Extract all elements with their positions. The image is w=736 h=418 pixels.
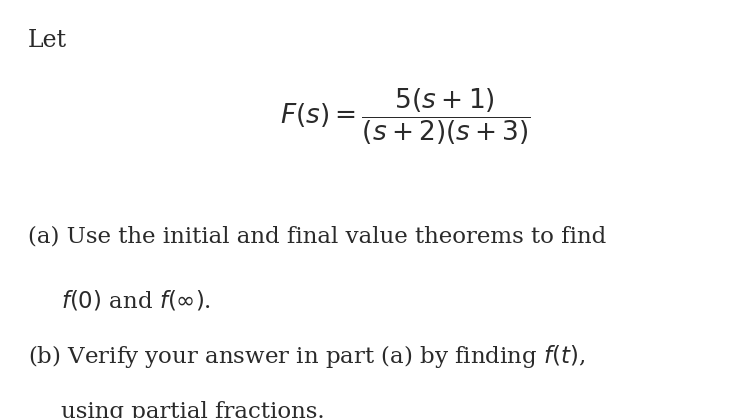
Text: (a) Use the initial and final value theorems to find: (a) Use the initial and final value theo…	[28, 226, 606, 248]
Text: $f(0)$ and $f(\infty)$.: $f(0)$ and $f(\infty)$.	[61, 288, 211, 312]
Text: using partial fractions.: using partial fractions.	[61, 401, 325, 418]
Text: $F(s) = \dfrac{5(s + 1)}{(s + 2)(s + 3)}$: $F(s) = \dfrac{5(s + 1)}{(s + 2)(s + 3)}…	[280, 87, 531, 147]
Text: Let: Let	[28, 29, 67, 52]
Text: (b) Verify your answer in part (a) by finding $f(t)$,: (b) Verify your answer in part (a) by fi…	[28, 343, 585, 370]
